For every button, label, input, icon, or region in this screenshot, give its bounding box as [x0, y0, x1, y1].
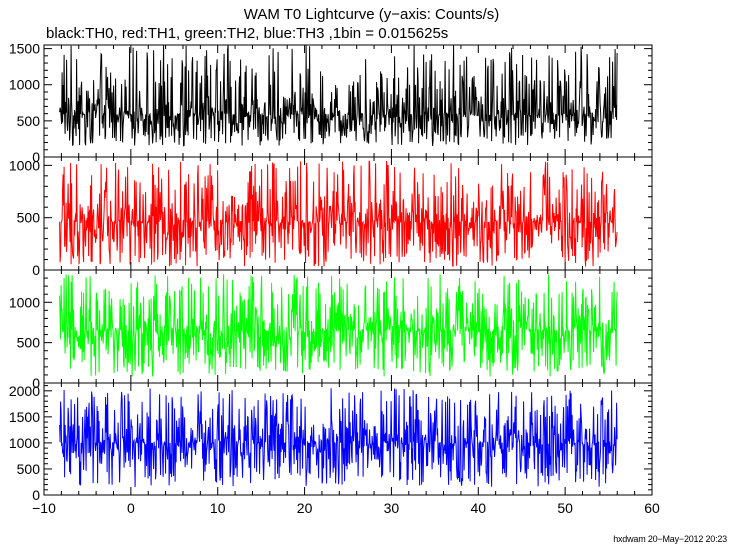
x-tick-label: 0: [127, 500, 135, 516]
x-tick-label: 20: [297, 500, 313, 516]
lightcurve-trace: [59, 160, 618, 267]
y-tick-label: 500: [17, 113, 41, 129]
y-tick-label: 0: [32, 375, 40, 391]
y-tick-label: 0: [32, 262, 40, 278]
x-tick-label: 40: [470, 500, 486, 516]
panel-frame: [43, 382, 653, 496]
lightcurve-trace: [59, 388, 618, 488]
y-tick-label: 500: [17, 210, 41, 226]
lightcurve-trace: [59, 45, 618, 147]
y-tick-label: 500: [17, 335, 41, 351]
y-tick-label: 1500: [9, 409, 40, 425]
y-tick-label: 0: [32, 487, 40, 503]
x-tick-label: 10: [210, 500, 226, 516]
chart-subtitle: black:TH0, red:TH1, green:TH2, blue:TH3 …: [46, 25, 449, 42]
panel-th0: 0 500 1000 1500: [9, 41, 653, 165]
panel-th1: 0 500 1000: [9, 156, 653, 278]
y-tick-label: 1000: [9, 157, 40, 173]
y-tick-label: 500: [17, 461, 41, 477]
y-tick-label: 1000: [9, 294, 40, 310]
x-tick-label: 30: [384, 500, 400, 516]
x-tick-label: −10: [32, 500, 56, 516]
y-tick-label: 1000: [9, 435, 40, 451]
chart-title: WAM T0 Lightcurve (y−axis: Counts/s): [243, 6, 500, 23]
panel-th2: 0 500 1000: [9, 269, 653, 391]
x-tick-label: 60: [644, 500, 660, 516]
y-tick-label: 1500: [9, 41, 40, 57]
y-tick-label: 0: [32, 149, 40, 165]
footer-stamp: hxdwam 20−May−2012 20:23: [613, 534, 727, 544]
y-tick-label: 2000: [9, 383, 40, 399]
y-tick-label: 1000: [9, 77, 40, 93]
lightcurve-trace: [59, 274, 618, 377]
x-tick-label: 50: [557, 500, 573, 516]
